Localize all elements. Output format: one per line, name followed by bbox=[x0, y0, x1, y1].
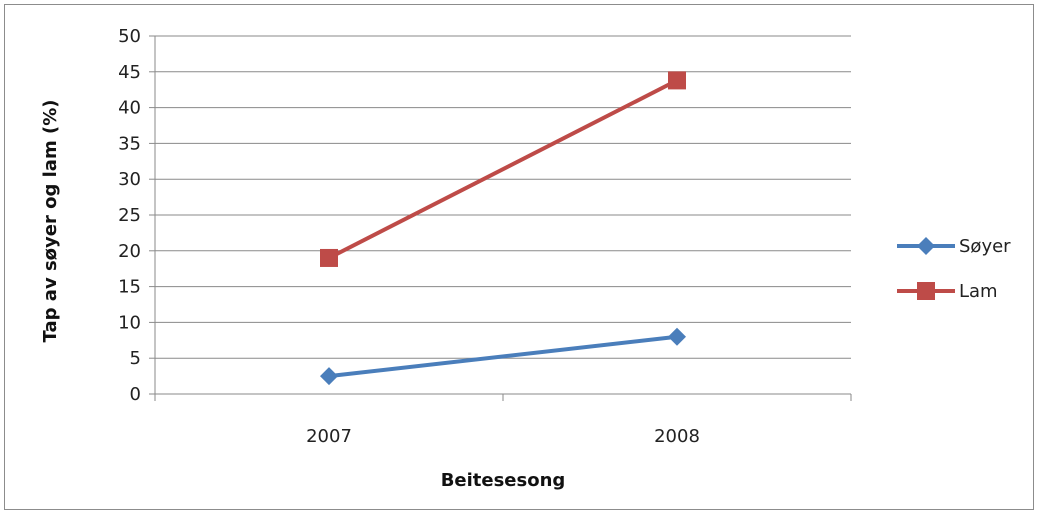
y-tick-label: 0 bbox=[130, 384, 141, 405]
legend-label: Lam bbox=[959, 281, 998, 302]
y-tick-label: 5 bbox=[130, 348, 141, 369]
y-tick-label: 15 bbox=[118, 277, 141, 298]
y-tick-label: 40 bbox=[118, 98, 141, 119]
y-tick-label: 35 bbox=[118, 133, 141, 154]
data-point-lam bbox=[668, 71, 686, 90]
data-point-søyer bbox=[668, 327, 686, 346]
series-line-lam bbox=[328, 78, 678, 260]
x-tick-labels: 2007 2008 bbox=[306, 426, 700, 447]
legend-marker-søyer bbox=[917, 237, 935, 255]
y-tick-label: 45 bbox=[118, 62, 141, 83]
legend-label: Søyer bbox=[959, 236, 1011, 257]
y-tick-label: 50 bbox=[118, 26, 141, 47]
series-markers bbox=[320, 71, 686, 386]
y-tick-label: 20 bbox=[118, 241, 141, 262]
chart-frame bbox=[4, 4, 1034, 510]
x-tick-label: 2008 bbox=[654, 426, 700, 447]
data-point-lam bbox=[320, 248, 338, 267]
y-tick-label: 25 bbox=[118, 205, 141, 226]
gridlines bbox=[155, 35, 851, 395]
series-lines bbox=[328, 78, 678, 379]
series-line-søyer bbox=[328, 334, 678, 379]
data-point-søyer bbox=[320, 367, 338, 386]
y-tick-label: 30 bbox=[118, 169, 141, 190]
y-tick-label: 10 bbox=[118, 312, 141, 333]
x-axis-title: Beitesesong bbox=[441, 470, 566, 491]
axes bbox=[149, 35, 852, 401]
legend-marker-lam bbox=[917, 282, 935, 300]
x-tick-label: 2007 bbox=[306, 426, 352, 447]
legend: Søyer Lam bbox=[897, 236, 1011, 302]
y-axis-title: Tap av søyer og lam (%) bbox=[40, 100, 61, 343]
y-tick-labels: 0 5 10 15 20 25 30 35 40 45 50 bbox=[118, 26, 141, 405]
